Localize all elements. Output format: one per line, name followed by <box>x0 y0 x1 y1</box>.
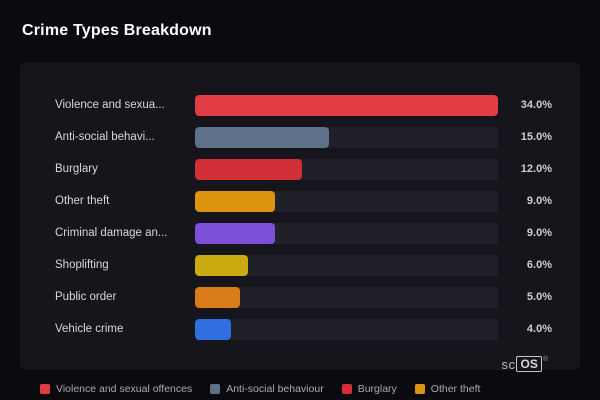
bar-track <box>195 126 498 148</box>
value-label: 34.0% <box>520 99 552 111</box>
bar-row: Shoplifting 6.0% <box>55 249 552 281</box>
bar[interactable] <box>195 94 498 116</box>
legend-item[interactable]: Other theft <box>414 383 481 395</box>
bar[interactable] <box>195 126 329 148</box>
bar-track <box>195 190 498 212</box>
bar[interactable] <box>195 254 249 276</box>
category-label: Anti-social behavi... <box>55 131 155 143</box>
legend-label: Burglary <box>357 383 397 395</box>
legend-swatch-icon <box>40 384 50 394</box>
legend-item[interactable]: Anti-social behaviour <box>210 383 324 395</box>
value-label: 12.0% <box>520 163 552 175</box>
bar-row: Other theft 9.0% <box>55 185 552 217</box>
bar-row: Vehicle crime 4.0% <box>55 313 552 345</box>
value-label: 5.0% <box>526 291 552 303</box>
bar-row: Public order 5.0% <box>55 281 552 313</box>
bar-track <box>195 94 498 116</box>
category-label: Public order <box>55 291 117 303</box>
legend-label: Other theft <box>430 383 481 395</box>
value-label: 9.0% <box>526 227 552 239</box>
scos-logo-sc: sc <box>501 356 516 372</box>
value-label: 15.0% <box>520 131 552 143</box>
bar-rows: Violence and sexua... 34.0% Anti-social be… <box>55 89 552 345</box>
category-label: Other theft <box>55 195 110 207</box>
category-label: Burglary <box>55 163 98 175</box>
legend-swatch-icon <box>210 384 221 394</box>
legend-swatch-icon <box>341 384 352 394</box>
bar-track <box>195 158 498 180</box>
value-label: 4.0% <box>526 323 552 335</box>
bar-row: Criminal damage an... 9.0% <box>55 217 552 249</box>
legend-item[interactable]: Burglary <box>341 383 397 395</box>
bar-row: Violence and sexua... 34.0% <box>55 89 552 121</box>
legend-swatch-icon <box>414 384 425 394</box>
category-label: Vehicle crime <box>55 323 124 335</box>
value-label: 6.0% <box>526 259 552 271</box>
bar[interactable] <box>195 318 231 340</box>
bar[interactable] <box>195 158 302 180</box>
registered-mark: ® <box>542 356 548 363</box>
category-label: Criminal damage an... <box>55 227 168 239</box>
chart-panel: Violence and sexua... 34.0% Anti-social be… <box>20 62 580 370</box>
bar[interactable] <box>195 190 276 212</box>
scos-logo: sc OS ® <box>501 356 548 372</box>
category-label: Shoplifting <box>55 259 109 271</box>
bar-track <box>195 222 498 244</box>
bar-row: Anti-social behavi... 15.0% <box>55 121 552 153</box>
value-label: 9.0% <box>526 195 552 207</box>
legend-label: Anti-social behaviour <box>226 383 324 395</box>
page-title: Crime Types Breakdown <box>22 22 212 39</box>
chart-legend: Violence and sexual offences Anti-social … <box>40 383 590 395</box>
legend-item[interactable]: Violence and sexual offences <box>40 383 192 395</box>
bar-row: Burglary 12.0% <box>55 153 552 185</box>
category-label: Violence and sexua... <box>55 99 165 111</box>
bar[interactable] <box>195 222 276 244</box>
scos-logo-os: OS <box>516 356 542 372</box>
legend-label: Violence and sexual offences <box>56 383 193 395</box>
bar-track <box>195 318 498 340</box>
bar[interactable] <box>195 286 240 308</box>
bar-track <box>195 254 498 276</box>
bar-track <box>195 286 498 308</box>
